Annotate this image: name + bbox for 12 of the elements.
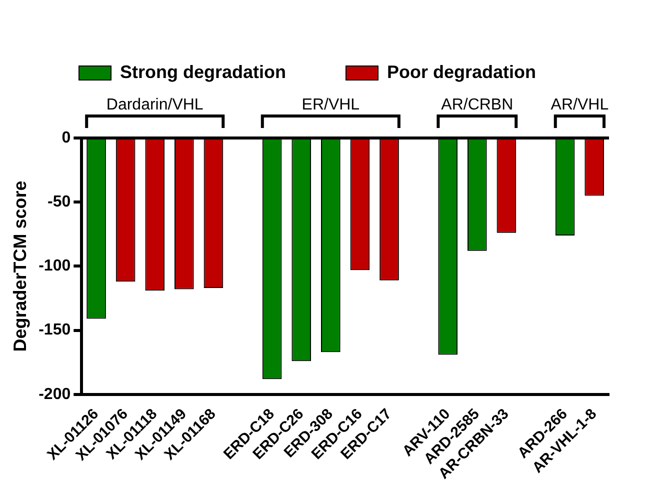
legend-label: Poor degradation xyxy=(386,62,536,82)
y-tick-label: -150 xyxy=(38,322,71,339)
text: AR/CRBN xyxy=(441,96,514,114)
y-tick-label: -200 xyxy=(38,386,71,403)
legend-label: Strong degradation xyxy=(120,62,286,82)
y-axis-title: DegraderTCM score xyxy=(10,180,30,352)
text: ER/VHL xyxy=(302,96,360,114)
y-tick-label: 0 xyxy=(62,129,71,146)
text: AR/VHL xyxy=(550,96,609,114)
y-tick-label: -50 xyxy=(48,194,71,211)
y-tick-label: -100 xyxy=(38,258,71,275)
text: Dardarin/VHL xyxy=(106,96,204,114)
